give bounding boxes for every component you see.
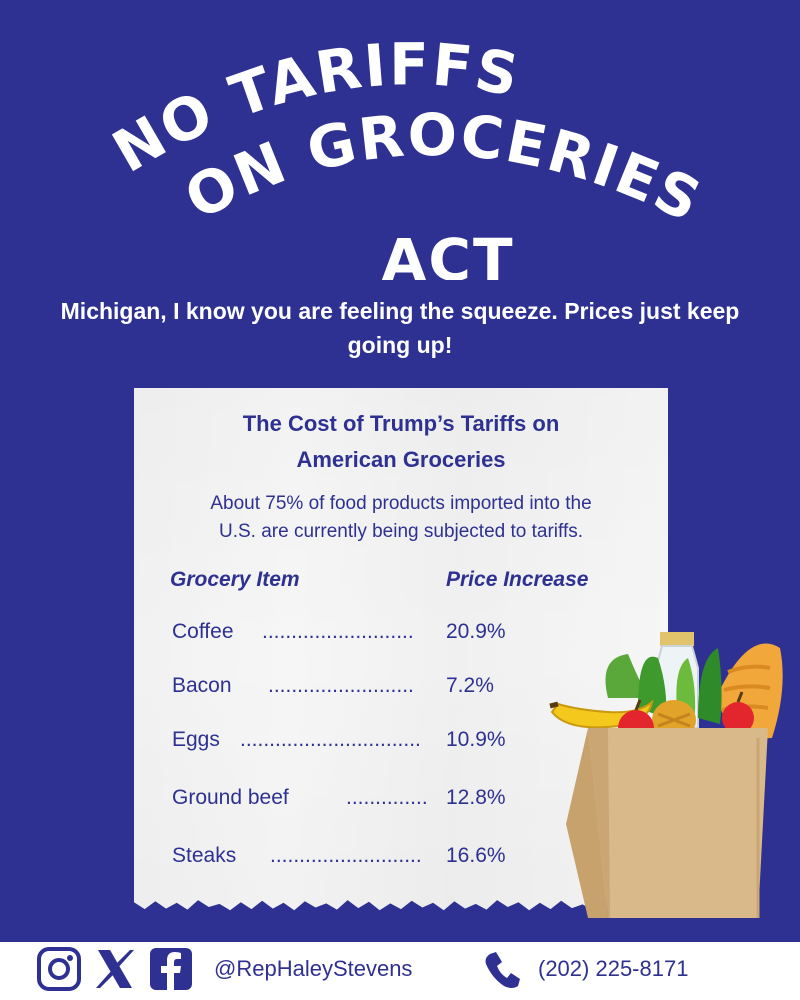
leader-dots: ......................................	[270, 844, 422, 867]
leader-dots: ......................................	[262, 620, 414, 643]
card-desc-line1: About 75% of food products imported into…	[210, 493, 592, 514]
footer-bar: @RepHaleyStevens (202) 225-8171	[0, 942, 800, 1000]
row-item: Steaks	[172, 844, 237, 867]
row-increase: 16.6%	[446, 844, 506, 867]
table-row: Eggs ...................................…	[172, 728, 632, 758]
x-icon[interactable]	[92, 946, 138, 992]
card-title-line2: American Groceries	[296, 447, 506, 472]
row-increase: 7.2%	[446, 674, 494, 697]
title-headline: NO TARIFFS ON GROCERIES ACT	[101, 30, 710, 280]
leader-dots: ........................	[346, 786, 426, 809]
row-item: Ground beef	[172, 786, 289, 809]
phone-number[interactable]: (202) 225-8171	[538, 956, 689, 981]
subtitle: Michigan, I know you are feeling the squ…	[60, 298, 740, 358]
row-item: Coffee	[172, 620, 234, 643]
table-row: Ground beef ........................ 12.…	[172, 786, 632, 816]
instagram-icon[interactable]	[36, 946, 82, 992]
table-row: Steaks .................................…	[172, 844, 632, 874]
row-item: Eggs	[172, 728, 220, 751]
table-row: Coffee .................................…	[172, 620, 632, 650]
row-increase: 12.8%	[446, 786, 506, 809]
price-table: Coffee .................................…	[134, 388, 668, 910]
facebook-icon[interactable]	[148, 946, 194, 992]
column-header-item: Grocery Item	[170, 568, 300, 591]
table-row: Bacon ..................................…	[172, 674, 632, 704]
row-increase: 20.9%	[446, 620, 506, 643]
leader-dots: ......................................	[268, 674, 414, 697]
card-desc-line2: U.S. are currently being subjected to ta…	[219, 521, 583, 542]
phone-icon	[485, 952, 520, 988]
card-description: About 75% of food products imported into…	[154, 490, 648, 546]
row-increase: 10.9%	[446, 728, 506, 751]
grocery-bag-icon	[549, 632, 783, 918]
column-header-price: Price Increase	[446, 568, 589, 591]
card-title-line1: The Cost of Trump’s Tariffs on	[242, 411, 560, 436]
social-handle[interactable]: @RepHaleyStevens	[214, 956, 413, 981]
leader-dots: ........................................…	[240, 728, 420, 751]
card-title: The Cost of Trump’s Tariffs on American …	[134, 406, 668, 478]
row-item: Bacon	[172, 674, 232, 697]
paper-bag	[566, 728, 768, 918]
title-line3: ACT	[381, 226, 514, 280]
